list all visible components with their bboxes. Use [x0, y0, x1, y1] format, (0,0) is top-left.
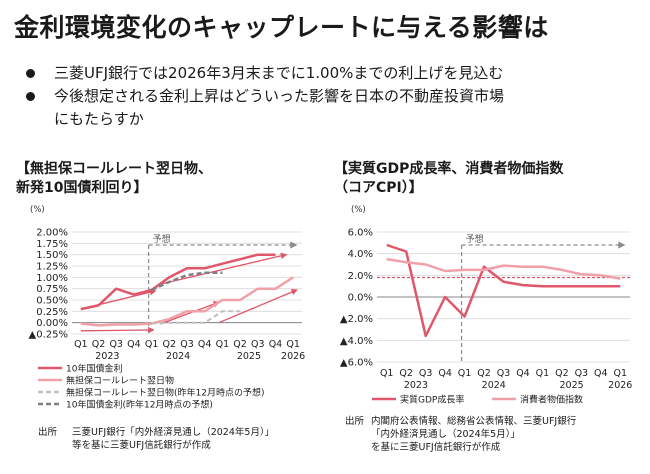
x-tick-label: Q3 — [180, 339, 194, 350]
series-line-2 — [386, 257, 621, 280]
source-body: 三菱UFJ銀行「内外経済見通し（2024年5月）」 等を基に三菱UFJ信託銀行が… — [72, 426, 274, 452]
x-tick-label: Q3 — [419, 368, 433, 379]
x-year-label: 2024 — [166, 351, 190, 362]
y-tick-label: 0.75% — [36, 284, 68, 295]
y-tick-label: 2.0% — [348, 271, 373, 282]
forecast-label: 予想 — [466, 233, 484, 245]
source-line: 三菱UFJ銀行「内外経済見通し（2024年5月）」 — [72, 427, 275, 438]
x-year-label: 2026 — [281, 351, 305, 362]
x-tick-label: Q1 — [286, 339, 300, 350]
trend-arrow — [160, 301, 221, 325]
y-tick-label: ▲4.0% — [340, 336, 373, 347]
trend-arrow — [160, 252, 288, 285]
x-tick-label: Q2 — [163, 339, 177, 350]
left-chart-title: 【無担保コールレート翌日物、 新発10国債利回り】 — [16, 160, 212, 198]
series-line-3 — [151, 310, 241, 325]
x-tick-label: Q1 — [145, 339, 159, 350]
right-chart-title-line: （コアCPI）】 — [334, 180, 423, 196]
x-year-label: 2024 — [482, 380, 506, 391]
y-tick-label: 1.75% — [36, 239, 68, 250]
x-year-label: 2023 — [404, 380, 428, 391]
y-axis-unit-label: (%) — [351, 205, 366, 215]
x-tick-label: Q4 — [594, 368, 608, 379]
y-tick-label: 1.25% — [36, 262, 68, 273]
x-tick-label: Q3 — [109, 339, 123, 350]
x-tick-label: Q4 — [269, 339, 283, 350]
bullet-text: 今後想定される金利上昇はどういった影響を日本の不動産投資市場 — [54, 87, 505, 105]
legend-label: 消費者物価指数 — [520, 394, 583, 406]
x-tick-label: Q2 — [477, 368, 491, 379]
legend-label: 実質GDP成長率 — [400, 394, 464, 406]
y-tick-label: ▲6.0% — [340, 358, 373, 369]
legend-label: 無担保コールレート翌日物 — [66, 375, 174, 387]
bullet-text: 三菱UFJ銀行では2026年3月末までに1.00%までの利上げを見込む — [54, 64, 504, 82]
x-tick-label: Q2 — [92, 339, 106, 350]
y-tick-label: ▲2.0% — [340, 314, 373, 325]
x-tick-label: Q1 — [216, 339, 230, 350]
y-tick-label: 0.0% — [348, 293, 373, 304]
bullet-dot-icon — [26, 69, 35, 78]
trend-arrow — [218, 289, 298, 324]
x-tick-label: Q2 — [399, 368, 413, 379]
source-body: 内閣府公表情報、総務省公表情報、三菱UFJ銀行 「内外経済見通し（2024年5月… — [371, 415, 576, 454]
right-chart-title: 【実質GDP成長率、消費者物価指数 （コアCPI）】 — [334, 160, 563, 198]
y-tick-label: 0.50% — [36, 296, 68, 307]
x-tick-label: Q1 — [380, 368, 394, 379]
y-tick-label: 4.0% — [348, 249, 373, 260]
source-line: 内閣府公表情報、総務省公表情報、三菱UFJ銀行 — [371, 416, 577, 427]
bullet-list: 三菱UFJ銀行では2026年3月末までに1.00%までの利上げを見込む 今後想定… — [24, 62, 504, 131]
source-line: 「内外経済見通し（2024年5月）」 — [371, 429, 520, 440]
x-year-label: 2025 — [237, 351, 261, 362]
series-line-2 — [80, 276, 294, 327]
x-tick-label: Q1 — [536, 368, 550, 379]
left-chart-title-line: 新発10国債利回り】 — [16, 180, 148, 196]
x-tick-label: Q2 — [233, 339, 247, 350]
right-chart-title-line: 【実質GDP成長率、消費者物価指数 — [334, 161, 564, 177]
bullet-dot-icon — [26, 92, 35, 101]
source-label: 出所 — [345, 416, 365, 427]
y-tick-label: 1.50% — [36, 250, 68, 261]
y-tick-label: 6.0% — [348, 228, 373, 239]
bullet-item-2: 今後想定される金利上昇はどういった影響を日本の不動産投資市場 にもたらすか — [24, 85, 504, 131]
y-tick-label: 1.00% — [36, 273, 68, 284]
x-tick-label: Q4 — [127, 339, 141, 350]
y-axis-unit-label: (%) — [30, 205, 45, 215]
x-tick-label: Q1 — [458, 368, 472, 379]
source-line: を基に三菱UFJ信託銀行が作成 — [371, 442, 501, 453]
x-tick-label: Q4 — [198, 339, 212, 350]
bullet-text: にもたらすか — [54, 110, 144, 128]
x-tick-label: Q1 — [74, 339, 88, 350]
series-line-4 — [151, 271, 223, 292]
x-tick-label: Q3 — [251, 339, 265, 350]
y-tick-label: 0.25% — [36, 307, 68, 318]
bullet-item-1: 三菱UFJ銀行では2026年3月末までに1.00%までの利上げを見込む — [24, 62, 504, 85]
left-chart-title-line: 【無担保コールレート翌日物、 — [16, 161, 212, 177]
x-year-label: 2023 — [95, 351, 119, 362]
legend-label: 10年国債金利 — [66, 363, 122, 375]
right-gdp-cpi-chart: (%) ▲6.0% ▲4.0% ▲2.0% 0.0% 2.0% 4.0% 6.0% 予想 Q1 Q2… — [340, 205, 632, 406]
x-tick-label: Q4 — [438, 368, 452, 379]
source-label: 出所 — [38, 427, 58, 438]
legend-label: 10年国債金利(昨年12月時点の予想) — [66, 399, 213, 411]
forecast-label: 予想 — [153, 233, 171, 245]
trend-arrow — [80, 326, 155, 334]
x-year-label: 2025 — [560, 380, 584, 391]
series-line-1 — [80, 253, 276, 311]
x-tick-label: Q3 — [497, 368, 511, 379]
y-tick-label: 0.00% — [36, 318, 68, 329]
left-interest-rate-chart: (%)▲0.25%0.00%0.25%0.50%0.75%1.00%1.25%1… — [29, 205, 306, 411]
series-line-1 — [386, 243, 621, 338]
x-year-label: 2026 — [608, 380, 632, 391]
x-tick-label: Q3 — [575, 368, 589, 379]
x-tick-label: Q2 — [555, 368, 569, 379]
y-tick-label: ▲0.25% — [29, 330, 68, 341]
x-tick-label: Q4 — [516, 368, 530, 379]
source-line: 等を基に三菱UFJ信託銀行が作成 — [72, 440, 211, 451]
legend-label: 無担保コールレート翌日物(昨年12月時点の予想) — [66, 387, 264, 399]
x-tick-label: Q1 — [614, 368, 628, 379]
y-tick-label: 2.00% — [36, 228, 68, 239]
slide-title: 金利環境変化のキャップレートに与える影響は — [14, 13, 549, 42]
